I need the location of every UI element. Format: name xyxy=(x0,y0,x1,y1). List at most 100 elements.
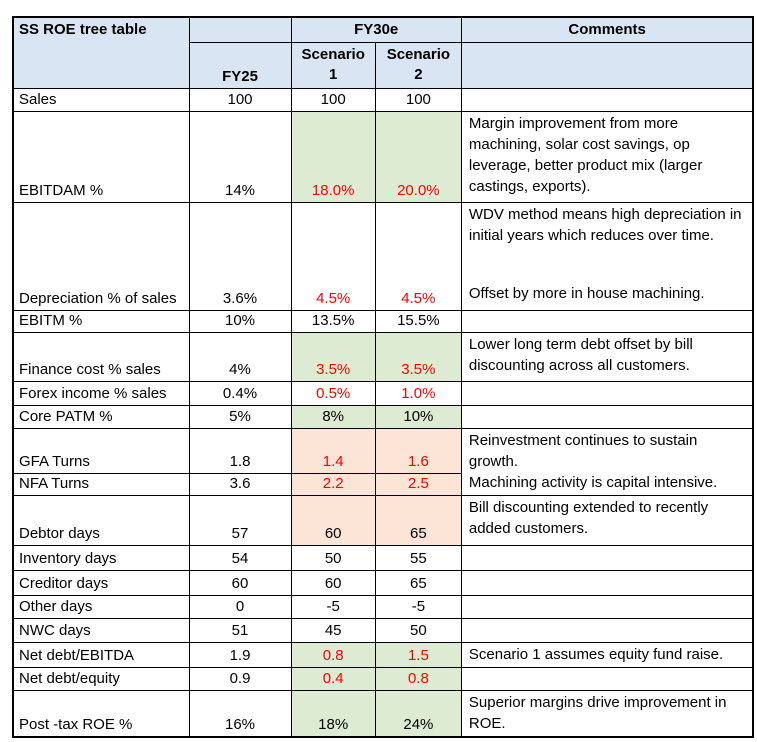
scenario2-cell: 4.5% xyxy=(374,202,462,311)
header-fy30e-group: FY30e xyxy=(290,16,462,43)
scenario1-cell: 45 xyxy=(290,618,376,643)
comment-cell xyxy=(460,545,754,571)
scenario2-cell: 1.6 xyxy=(374,428,462,474)
row-creditor-days: Creditor days 60 60 65 xyxy=(12,570,754,596)
row-nwc-days: NWC days 51 45 50 xyxy=(12,618,754,643)
scenario2-cell: 0.8 xyxy=(374,667,462,691)
row-sales: Sales 100 100 100 xyxy=(12,88,754,112)
scenario2-cell: 50 xyxy=(374,618,462,643)
scenario1-cell: 50 xyxy=(290,545,376,571)
comment-text: WDV method means high depreciation in in… xyxy=(468,206,742,244)
row-label: NWC days xyxy=(12,618,190,643)
comment-cell xyxy=(460,310,754,333)
fy25-cell: 10% xyxy=(188,310,292,333)
comment-cell xyxy=(460,88,754,112)
row-depreciation: Depreciation % of sales 3.6% 4.5% 4.5% W… xyxy=(12,202,754,311)
scenario1-cell: 4.5% xyxy=(290,202,376,311)
comment-cell xyxy=(460,570,754,596)
header-scenario2: Scenario 2 xyxy=(374,41,462,89)
row-ebitm: EBITM % 10% 13.5% 15.5% xyxy=(12,310,754,333)
scenario2-cell: 10% xyxy=(374,405,462,429)
header-scenario1: Scenario 1 xyxy=(290,41,376,89)
comment-cell: Scenario 1 assumes equity fund raise. xyxy=(460,642,754,668)
fy25-cell: 14% xyxy=(188,111,292,203)
row-inventory-days: Inventory days 54 50 55 xyxy=(12,545,754,571)
header-fy25: FY25 xyxy=(188,41,292,89)
comment-cell: Reinvestment continues to sustain growth… xyxy=(460,428,754,496)
scenario2-cell: 20.0% xyxy=(374,111,462,203)
scenario1-cell: 1.4 xyxy=(290,428,376,474)
fy25-cell: 3.6% xyxy=(188,202,292,311)
roe-tree-table: SS ROE tree table FY30e Comments FY25 Sc… xyxy=(12,16,755,738)
header-comments: Comments xyxy=(460,16,754,43)
comment-cell: Bill discounting extended to recently ad… xyxy=(460,495,754,546)
scenario1-cell: 8% xyxy=(290,405,376,429)
scenario2-cell: 1.5 xyxy=(374,642,462,668)
scenario1-cell: 60 xyxy=(290,570,376,596)
scenario1-cell: 0.5% xyxy=(290,381,376,406)
fy25-cell: 4% xyxy=(188,332,292,382)
row-ebitdam: EBITDAM % 14% 18.0% 20.0% Margin improve… xyxy=(12,111,754,203)
row-nfa-turns: NFA Turns 3.6 2.2 2.5 xyxy=(12,473,753,496)
fy25-cell: 3.6 xyxy=(188,473,292,496)
scenario1-cell: 13.5% xyxy=(290,310,376,333)
fy25-cell: 54 xyxy=(188,545,292,571)
row-label: Core PATM % xyxy=(12,405,190,429)
header-empty-cell xyxy=(188,16,292,43)
row-post-tax-roe: Post -tax ROE % 16% 18% 24% Superior mar… xyxy=(12,690,754,738)
row-finance-cost: Finance cost % sales 4% 3.5% 3.5% Lower … xyxy=(12,332,754,382)
scenario1-cell: 18% xyxy=(290,690,376,738)
comment-text-2: Offset by more in house machining. xyxy=(468,285,705,302)
row-label: Sales xyxy=(12,88,190,112)
row-net-debt-ebitda: Net debt/EBITDA 1.9 0.8 1.5 Scenario 1 a… xyxy=(12,642,754,668)
scenario1-cell: 0.8 xyxy=(290,642,376,668)
header-row-2: FY25 Scenario 1 Scenario 2 xyxy=(13,41,754,89)
row-label: NFA Turns xyxy=(12,473,190,496)
row-label: Forex income % sales xyxy=(12,381,190,406)
row-label: Creditor days xyxy=(12,570,190,596)
row-other-days: Other days 0 -5 -5 xyxy=(12,595,754,619)
fy25-cell: 51 xyxy=(188,618,292,643)
row-gfa-turns: GFA Turns 1.8 1.4 1.6 Reinvestment conti… xyxy=(12,428,754,496)
scenario2-cell: 2.5 xyxy=(374,473,462,496)
comment-cell xyxy=(460,667,754,691)
scenario2-cell: 1.0% xyxy=(374,381,462,406)
comment-text-2: Machining activity is capital intensive. xyxy=(468,474,718,491)
fy25-cell: 1.9 xyxy=(188,642,292,668)
table-title: SS ROE tree table xyxy=(12,16,190,89)
fy25-cell: 0.9 xyxy=(188,667,292,691)
scenario2-cell: -5 xyxy=(374,595,462,619)
scenario1-cell: 100 xyxy=(290,88,376,112)
row-label: Inventory days xyxy=(12,545,190,571)
comment-cell xyxy=(460,405,754,429)
comment-text: Reinvestment continues to sustain growth… xyxy=(468,432,698,470)
comment-cell: WDV method means high depreciation in in… xyxy=(460,202,754,311)
scenario2-cell: 65 xyxy=(374,570,462,596)
comment-cell xyxy=(460,618,754,643)
fy25-cell: 57 xyxy=(188,495,292,546)
comment-cell xyxy=(460,595,754,619)
scenario2-cell: 24% xyxy=(374,690,462,738)
row-forex-income: Forex income % sales 0.4% 0.5% 1.0% xyxy=(12,381,754,406)
scenario1-cell: -5 xyxy=(290,595,376,619)
scenario1-cell: 2.2 xyxy=(290,473,376,496)
roe-tree-table-container: SS ROE tree table FY30e Comments FY25 Sc… xyxy=(12,16,755,738)
row-label: Depreciation % of sales xyxy=(12,202,190,311)
fy25-cell: 5% xyxy=(188,405,292,429)
row-label: Net debt/equity xyxy=(12,667,190,691)
comment-paragraphs: Reinvestment continues to sustain growth… xyxy=(468,430,748,491)
scenario2-cell: 3.5% xyxy=(374,332,462,382)
row-label: Net debt/EBITDA xyxy=(12,642,190,668)
row-core-patm: Core PATM % 5% 8% 10% xyxy=(12,405,754,429)
scenario2-cell: 15.5% xyxy=(374,310,462,333)
fy25-cell: 100 xyxy=(188,88,292,112)
comment-cell xyxy=(460,381,754,406)
scenario2-cell: 65 xyxy=(374,495,462,546)
row-label: GFA Turns xyxy=(12,428,190,474)
comment-cell: Margin improvement from more machining, … xyxy=(460,111,754,203)
fy25-cell: 1.8 xyxy=(188,428,292,474)
scenario2-cell: 55 xyxy=(374,545,462,571)
comment-paragraphs: WDV method means high depreciation in in… xyxy=(469,204,748,304)
scenario1-cell: 60 xyxy=(290,495,376,546)
row-debtor-days: Debtor days 57 60 65 Bill discounting ex… xyxy=(12,495,754,546)
